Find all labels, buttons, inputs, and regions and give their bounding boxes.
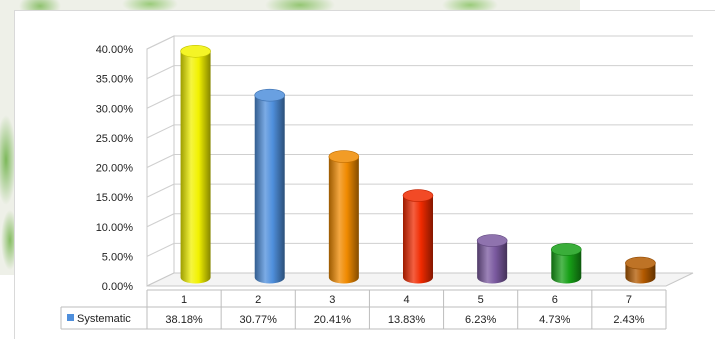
- gridline-side: [146, 154, 175, 168]
- bar-body: [180, 51, 211, 284]
- gridline-side: [146, 35, 175, 50]
- bar-top: [476, 234, 508, 247]
- bar-body: [254, 95, 285, 284]
- y-axis: 0.00% 5.00% 10.00% 15.00% 20.00% 25.00% 30.00%…: [96, 44, 134, 293]
- x-tick-label: 4: [403, 294, 409, 306]
- bar-body: [328, 156, 359, 284]
- bar-top: [254, 88, 286, 102]
- gridline-side: [146, 65, 175, 80]
- gridline-side: [146, 213, 175, 228]
- bar-6: [550, 243, 582, 284]
- y-tick-label: 35.00%: [96, 74, 134, 86]
- data-label: 30.77%: [240, 314, 278, 326]
- x-tick-label: 3: [329, 294, 335, 306]
- data-label: 38.18%: [165, 314, 203, 326]
- data-label: 20.41%: [314, 314, 352, 326]
- y-tick-label: 10.00%: [96, 222, 134, 234]
- bar-2: [254, 88, 286, 284]
- bar-body: [403, 195, 433, 284]
- bar-body: [477, 240, 508, 284]
- x-tick-label: 1: [181, 294, 187, 306]
- y-tick-label: 20.00%: [96, 163, 134, 175]
- data-label: 13.83%: [388, 314, 426, 326]
- gridline-side: [146, 242, 175, 257]
- gridline-side: [146, 124, 175, 139]
- data-label: 4.73%: [539, 314, 570, 326]
- bar-1: [180, 44, 211, 284]
- y-tick-label: 30.00%: [96, 103, 134, 115]
- data-label: 2.43%: [613, 314, 644, 326]
- data-table: Systematic 1 38.18% 2 30.77% 3 20.41% 4 13.83% 5 6…: [60, 289, 667, 330]
- bar-4: [402, 189, 434, 284]
- bar-5: [476, 234, 508, 284]
- y-tick-label: 40.00%: [96, 44, 134, 56]
- bar-top: [328, 150, 360, 163]
- bars: [180, 44, 656, 284]
- bar-top: [625, 256, 656, 270]
- y-tick-label: 25.00%: [96, 133, 134, 145]
- bar-top: [550, 243, 582, 256]
- x-tick-label: 5: [478, 294, 484, 306]
- data-label: 6.23%: [465, 314, 496, 326]
- y-tick-label: 15.00%: [96, 192, 134, 204]
- y-tick-label: 0.00%: [102, 281, 133, 293]
- bar-3: [328, 150, 360, 284]
- legend-label: Systematic: [77, 313, 131, 325]
- gridline-side: [146, 183, 175, 198]
- bar-top: [180, 44, 211, 58]
- legend-swatch: [67, 314, 74, 321]
- x-tick-label: 6: [552, 294, 558, 306]
- bar-7: [625, 256, 656, 284]
- x-tick-label: 2: [255, 294, 261, 306]
- bar-top: [402, 189, 434, 202]
- y-tick-label: 5.00%: [102, 251, 133, 263]
- x-tick-label: 7: [626, 294, 632, 306]
- gridline-side: [146, 94, 175, 109]
- bar-body: [551, 249, 582, 284]
